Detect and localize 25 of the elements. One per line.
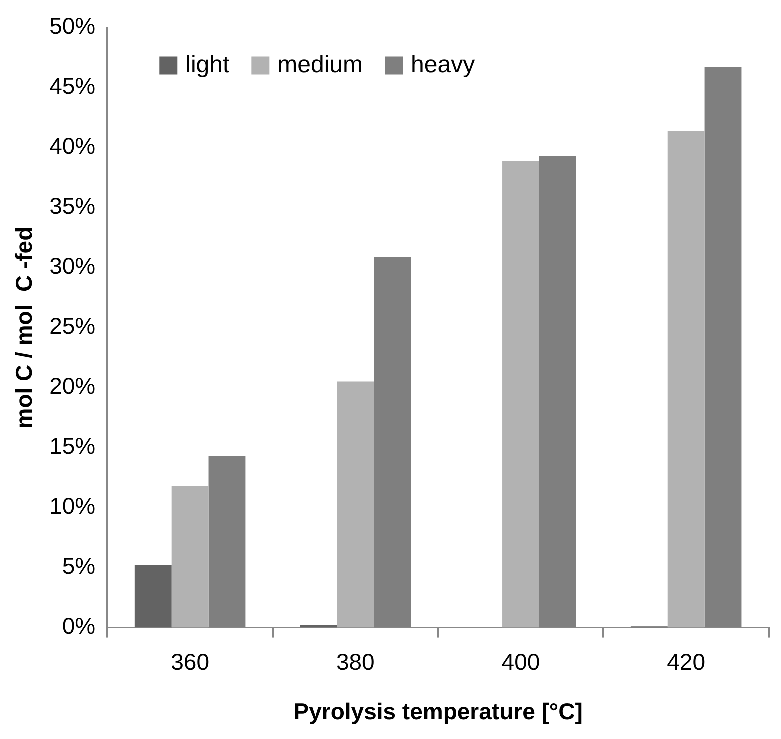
y-tick-label: 20% (50, 373, 96, 400)
y-tick-label: 45% (50, 73, 96, 100)
y-tick-label: 35% (50, 193, 96, 220)
x-tick-label: 380 (336, 648, 375, 675)
y-tick-label: 25% (50, 313, 96, 340)
x-tick-label: 360 (171, 648, 210, 675)
y-tick-label: 0% (62, 613, 96, 640)
y-tick-label: 15% (50, 433, 96, 460)
bar (172, 486, 209, 628)
legend-label: medium (278, 51, 364, 78)
legend-label: heavy (411, 51, 476, 78)
y-tick-label: 50% (50, 13, 96, 40)
y-tick-label: 40% (50, 133, 96, 160)
x-tick-label: 420 (667, 648, 706, 675)
y-tick-label: 5% (62, 553, 96, 580)
legend-label: light (186, 51, 230, 78)
y-tick-label: 30% (50, 253, 96, 280)
x-axis-title: Pyrolysis temperature [°C] (294, 698, 583, 725)
bar (668, 131, 705, 628)
bar (337, 382, 374, 628)
bar (134, 565, 172, 628)
y-axis-title: mol C / mol C -fed (11, 226, 38, 429)
bar (502, 161, 540, 628)
y-tick-label: 10% (50, 493, 96, 520)
x-tick-label: 400 (502, 648, 540, 675)
